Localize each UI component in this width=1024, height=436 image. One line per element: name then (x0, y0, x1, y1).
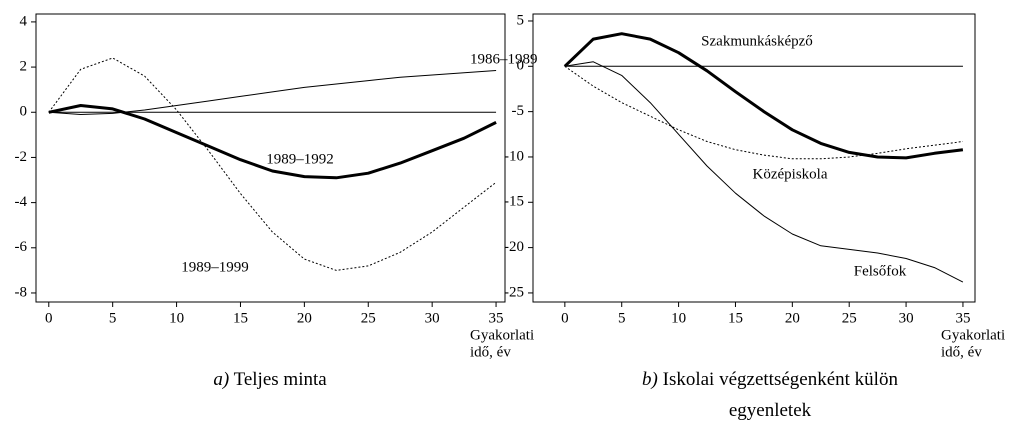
x-tick-label: 30 (899, 310, 914, 326)
y-tick-label: -6 (15, 239, 28, 255)
x-axis-label: idő, év (470, 344, 511, 360)
series-line (48, 70, 497, 115)
y-tick-label: -5 (512, 103, 525, 119)
x-axis-label: idő, év (941, 344, 982, 360)
y-tick-label: -25 (504, 284, 524, 300)
x-axis-label: Gyakorlati (470, 327, 534, 343)
x-tick-label: 5 (618, 310, 626, 326)
series-label: Középiskola (753, 166, 828, 182)
x-tick-label: 20 (297, 310, 312, 326)
y-tick-label: -10 (504, 148, 524, 164)
plot-frame (532, 13, 976, 303)
y-tick-label: -20 (504, 239, 524, 255)
series-line (563, 32, 964, 160)
series-label: 1989–1999 (181, 259, 249, 275)
caption-text: Iskolai végzettségenként külön (663, 369, 899, 390)
x-tick-label: 35 (955, 310, 970, 326)
x-tick-label: 0 (45, 310, 53, 326)
series-line (564, 61, 964, 283)
caption: egyenletek (729, 400, 812, 421)
plot-frame (35, 13, 506, 303)
x-tick-label: 10 (169, 310, 184, 326)
x-tick-label: 0 (561, 310, 569, 326)
x-tick-label: 30 (425, 310, 440, 326)
caption-letter: b) (642, 369, 658, 390)
series-line (48, 57, 497, 271)
series-label: 1986–1989 (470, 51, 538, 67)
y-tick-label: 0 (517, 58, 525, 74)
y-tick-label: -2 (15, 149, 28, 165)
x-tick-label: 35 (489, 310, 504, 326)
y-tick-label: 5 (517, 12, 525, 28)
caption-text: Teljes minta (234, 369, 328, 390)
y-tick-label: -15 (504, 194, 524, 210)
x-tick-label: 5 (109, 310, 117, 326)
caption-text: egyenletek (729, 400, 812, 421)
x-axis-label: Gyakorlati (941, 327, 1005, 343)
x-tick-label: 15 (233, 310, 248, 326)
series-line (564, 65, 963, 160)
x-tick-label: 15 (728, 310, 743, 326)
caption: b) Iskolai végzettségenként külön (642, 369, 898, 390)
caption-letter: a) (213, 369, 229, 390)
series-label: Szakmunkásképző (701, 33, 813, 49)
x-tick-label: 25 (361, 310, 376, 326)
x-tick-label: 25 (842, 310, 857, 326)
y-tick-label: -4 (15, 194, 28, 210)
y-tick-label: 4 (20, 13, 28, 29)
caption: a) Teljes minta (213, 369, 327, 390)
y-tick-label: 0 (20, 104, 28, 120)
y-tick-label: -8 (15, 284, 28, 300)
series-label: Felsőfok (854, 263, 907, 279)
x-tick-label: 10 (671, 310, 686, 326)
y-tick-label: 2 (20, 59, 28, 75)
series-line (48, 104, 497, 180)
x-tick-label: 20 (785, 310, 800, 326)
series-label: 1989–1992 (266, 151, 334, 167)
